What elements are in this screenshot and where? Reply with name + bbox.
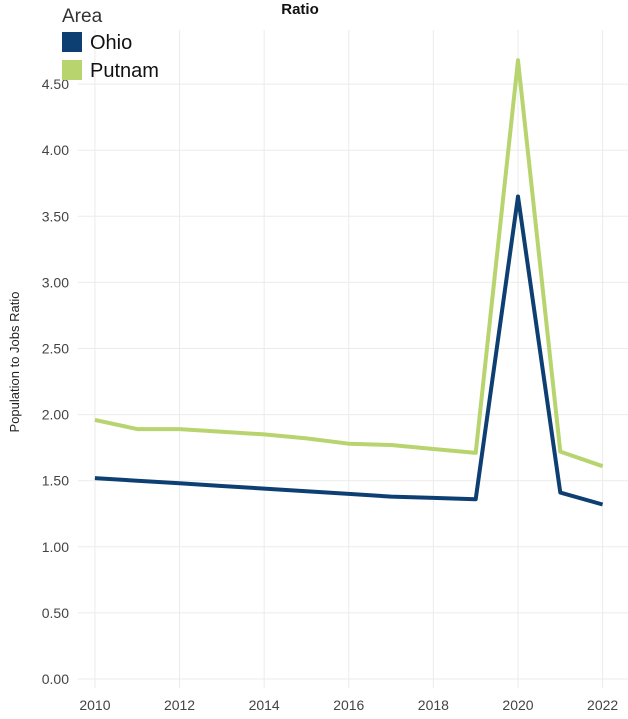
x-tick-label: 2012 — [164, 697, 195, 713]
x-tick-label: 2016 — [333, 697, 364, 713]
x-tick-label: 2018 — [418, 697, 449, 713]
y-axis-title: Population to Jobs Ratio — [7, 292, 22, 433]
legend-label-putnam: Putnam — [90, 60, 159, 82]
axis-layer: 0.00 0.50 1.00 1.50 2.00 2.50 3.00 3.50 4.00 4.50… — [42, 76, 619, 713]
legend: Area Ohio Putnam — [62, 6, 159, 82]
series-line-ohio — [94, 194, 604, 507]
chart-title: Ratio — [281, 1, 319, 18]
y-tick-label: 0.00 — [42, 671, 69, 687]
y-tick-label: 0.50 — [42, 605, 69, 621]
x-tick-label: 2020 — [502, 697, 533, 713]
y-tick-label: 3.50 — [42, 208, 69, 224]
x-tick-label: 2014 — [249, 697, 280, 713]
legend-swatch-putnam — [62, 60, 82, 80]
series-layer — [94, 58, 604, 507]
legend-items: Ohio Putnam — [62, 32, 159, 82]
legend-title: Area — [62, 6, 103, 27]
x-tick-label: 2010 — [79, 697, 110, 713]
y-tick-label: 4.50 — [42, 76, 69, 92]
y-tick-label: 1.00 — [42, 539, 69, 555]
y-tick-label: 4.00 — [42, 142, 69, 158]
legend-label-ohio: Ohio — [90, 32, 132, 54]
x-tick-label: 2022 — [587, 697, 618, 713]
y-tick-label: 2.50 — [42, 341, 69, 357]
series-line-putnam — [94, 58, 604, 469]
legend-swatch-ohio — [62, 32, 82, 52]
y-tick-label: 3.00 — [42, 274, 69, 290]
y-tick-label: 1.50 — [42, 473, 69, 489]
y-tick-label: 2.00 — [42, 407, 69, 423]
grid-layer — [78, 30, 628, 688]
